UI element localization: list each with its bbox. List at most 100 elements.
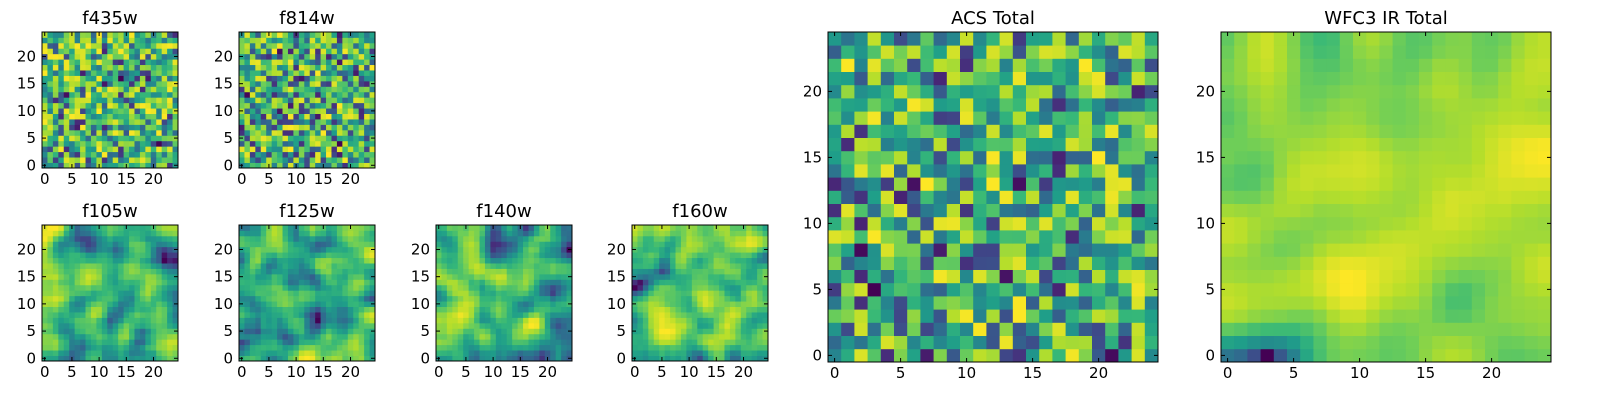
heatmap-cell [145,225,152,231]
heatmap-cell [47,75,54,82]
heatmap-cell [1052,282,1066,297]
heatmap-cell [973,177,987,191]
heatmap-cell [145,59,152,66]
heatmap-cell [80,48,86,55]
heatmap-cell [167,113,173,120]
heatmap-cell [287,113,294,120]
heatmap-cell [347,70,354,76]
heatmap-cell [277,97,283,104]
heatmap-cell [260,119,267,125]
heatmap-cell [107,102,114,109]
heatmap-cell [1339,256,1354,270]
heatmap-cell [123,235,130,242]
heatmap-cell [751,333,758,340]
heatmap-cell [828,98,842,112]
heatmap-cell [320,252,327,259]
heatmap-cell [69,64,76,71]
heatmap-cell [150,284,157,291]
heatmap-cell [446,339,453,346]
heatmap-cell [156,235,163,242]
heatmap-cell [282,91,289,98]
heatmap-cell [463,344,470,351]
heatmap-cell [129,241,135,248]
heatmap-cell [244,295,251,302]
heatmap-cell [129,225,135,231]
heatmap-cell [145,284,152,291]
heatmap-cell [101,350,108,356]
heatmap-cell [1353,203,1367,218]
heatmap-cell [277,344,283,351]
heatmap-cell [304,59,311,66]
heatmap-cell [101,322,108,329]
heatmap-cell [539,322,546,329]
heatmap-cell [260,102,267,109]
heatmap-cell [724,225,731,231]
heatmap-cell [1366,190,1380,204]
heatmap-cell [129,53,135,60]
heatmap-cell [670,263,676,269]
heatmap-cell [1511,309,1525,323]
heatmap-cell [1052,348,1066,363]
heatmap-cell [757,355,763,362]
heatmap-cell [156,268,163,275]
heatmap-cell [85,279,92,286]
heatmap-cell [156,32,163,38]
heatmap-cell [150,339,157,346]
heatmap-cell [129,102,135,109]
heatmap-cell [353,268,360,275]
heatmap-cell [1234,296,1248,310]
heatmap-cell [353,53,360,60]
heatmap-cell [1405,296,1420,310]
heatmap-cell [642,230,649,237]
heatmap-cell [347,102,354,109]
heatmap-cell [452,339,459,346]
x-tick-label: 10 [287,170,306,188]
heatmap-cell [463,350,470,356]
heatmap-cell [642,235,649,242]
heatmap-cell [539,252,546,259]
heatmap-cell [670,252,676,259]
heatmap-cell [1078,177,1093,191]
heatmap-cell [1065,190,1080,204]
heatmap-cell [63,64,70,71]
heatmap-cell [960,348,974,363]
heatmap-cell [653,339,660,346]
heatmap-cell [648,252,655,259]
heatmap-cell [101,108,108,114]
heatmap-cell [1234,216,1248,231]
heatmap-cell [364,268,370,275]
heatmap-cell [653,268,660,275]
heatmap-cell [58,241,65,248]
heatmap-cell [441,273,448,280]
heatmap-cell [63,119,70,125]
heatmap-cell [249,162,256,169]
heatmap-cell [90,97,97,104]
heatmap-cell [762,230,769,237]
heatmap-cell [841,164,855,178]
heatmap-cell [282,119,289,125]
heatmap-cell [1300,243,1314,257]
heatmap-cell [933,282,948,297]
heatmap-cell [533,246,540,253]
heatmap-cell [326,91,332,98]
heatmap-cell [320,339,327,346]
heatmap-cell [1105,335,1119,350]
heatmap-cell [1221,309,1235,323]
y-tick-label: 20 [607,240,626,258]
heatmap-cell [637,230,644,237]
heatmap-cell [167,129,173,136]
heatmap-cell [118,273,124,280]
heatmap-cell [691,284,698,291]
heatmap-cell [1339,322,1354,336]
heatmap-cell [74,97,81,104]
heatmap-cell [691,263,698,269]
heatmap-cell [880,84,895,99]
heatmap-cell [664,252,671,259]
heatmap-cell [907,230,921,244]
heatmap-cell [52,284,59,291]
heatmap-cell [277,306,283,313]
heatmap-cell [129,339,135,346]
heatmap-cell [880,190,895,204]
heatmap-cell [309,124,316,131]
heatmap-cell [304,225,311,231]
